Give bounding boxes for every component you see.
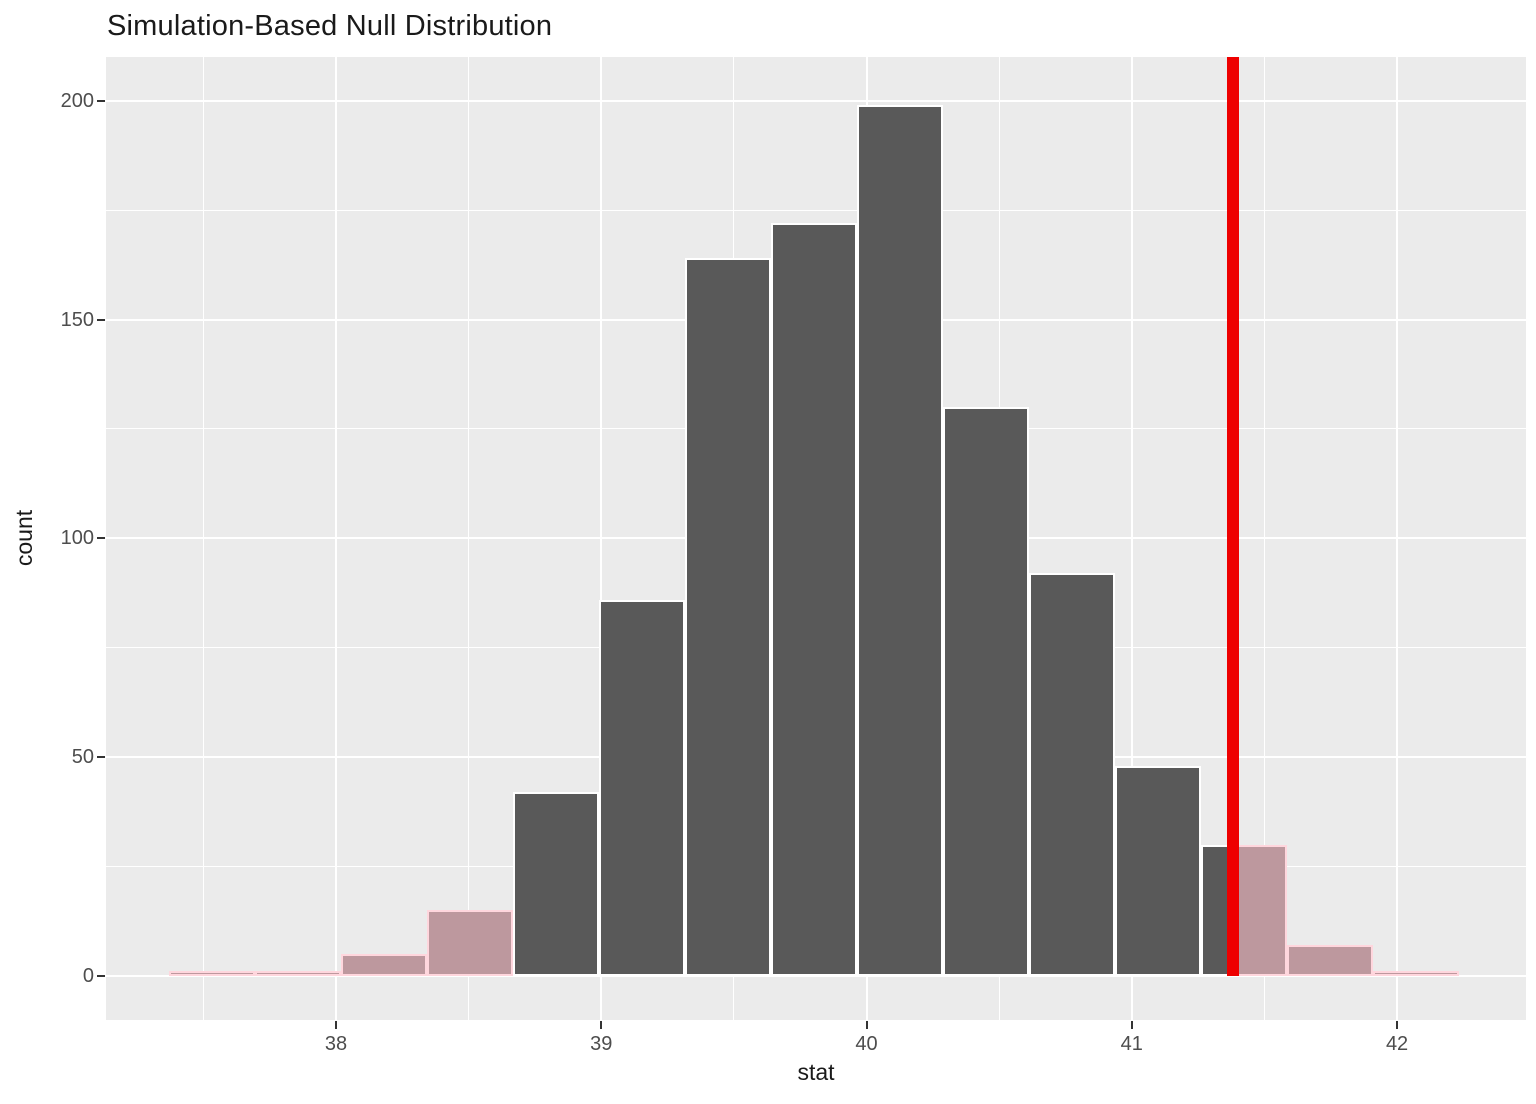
histogram-bar — [685, 258, 772, 976]
y-tick-label: 0 — [82, 964, 94, 987]
y-tick-label: 100 — [60, 527, 94, 550]
y-tick-mark — [97, 974, 105, 977]
x-tick-label: 42 — [1385, 1033, 1409, 1055]
y-tick-mark — [97, 99, 105, 102]
shaded-histogram-bar — [1286, 945, 1374, 976]
y-tick-mark — [97, 756, 105, 759]
x-tick-mark — [334, 1021, 337, 1029]
y-tick-label: 50 — [71, 746, 94, 769]
x-tick-label: 41 — [1120, 1033, 1143, 1055]
observed-stat-line — [1226, 57, 1239, 976]
y-tick-mark — [97, 318, 105, 321]
x-axis-title: stat — [797, 1059, 835, 1085]
x-tick-mark — [1130, 1021, 1133, 1029]
x-tick-mark — [1396, 1021, 1399, 1029]
shaded-histogram-bar — [1373, 971, 1460, 976]
x-tick-label: 38 — [324, 1033, 348, 1055]
y-tick-label: 150 — [60, 308, 94, 331]
histogram-bar — [856, 105, 944, 976]
y-major-gridline — [106, 99, 1526, 102]
p-value-shaded-overlay — [1232, 844, 1287, 976]
shaded-histogram-bar — [426, 910, 513, 976]
x-tick-label: 39 — [590, 1033, 613, 1055]
y-major-gridline — [106, 974, 1526, 977]
y-tick-label: 200 — [60, 89, 94, 112]
plot-title: Simulation-Based Null Distribution — [107, 10, 553, 42]
histogram-bar — [599, 599, 686, 976]
shaded-histogram-bar — [341, 953, 427, 976]
plot-panel — [106, 57, 1526, 1020]
y-axis-title: count — [10, 509, 37, 567]
y-tick-mark — [97, 537, 105, 540]
shaded-histogram-bar — [169, 971, 256, 976]
shaded-histogram-bar — [255, 971, 342, 976]
histogram-bar — [1115, 765, 1202, 976]
x-tick-label: 40 — [855, 1033, 878, 1055]
histogram-bar — [771, 223, 857, 976]
y-minor-gridline — [106, 209, 1526, 211]
histogram-bar — [512, 792, 600, 976]
x-tick-mark — [600, 1021, 603, 1029]
histogram-bar — [943, 407, 1030, 976]
x-tick-mark — [865, 1021, 868, 1029]
histogram-bar — [1029, 573, 1116, 976]
